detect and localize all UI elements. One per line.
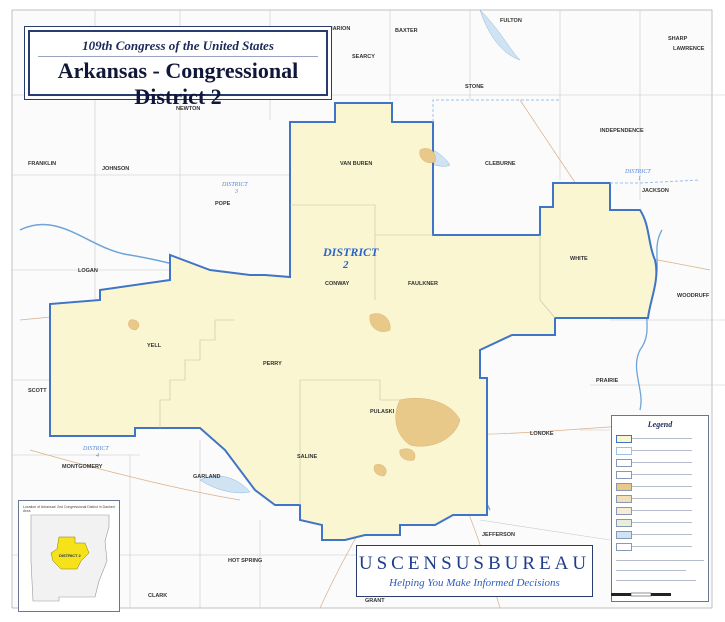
county-label-logan: LOGAN (78, 268, 98, 274)
county-label-garland: GARLAND (193, 474, 221, 480)
other-district-borders (432, 99, 701, 184)
county-label-baxter: BAXTER (395, 28, 418, 34)
district-3-name: DISTRICT (221, 182, 248, 188)
county-label-madison: MADISON (55, 94, 81, 100)
congress-title: 109th Congress of the United States (82, 38, 274, 53)
county-label-marion: MARION (328, 26, 350, 32)
county-label-yell: YELL (147, 343, 162, 349)
county-label-lawrence: LAWRENCE (673, 46, 705, 52)
census-logo-box: USCENSUSBUREAU Helping You Make Informed… (356, 545, 593, 597)
legend-row (616, 506, 704, 515)
legend-row (616, 470, 704, 479)
inset-district-label: DISTRICT 2 (59, 553, 82, 558)
inset-map: DISTRICT 2 (30, 514, 110, 602)
legend-row (616, 518, 704, 527)
legend-row (616, 530, 704, 539)
county-label-cleburne: CLEBURNE (485, 161, 516, 167)
county-label-franklin: FRANKLIN (28, 161, 56, 167)
county-label-van-buren: VAN BUREN (340, 161, 372, 167)
legend-row (616, 494, 704, 503)
county-label-clark: CLARK (148, 593, 167, 599)
county-label-grant: GRANT (365, 598, 385, 604)
county-label-pope: POPE (215, 201, 231, 207)
county-label-searcy: SEARCY (352, 54, 375, 60)
district-title: Arkansas - Congressional District 2 (57, 58, 299, 109)
county-label-faulkner: FAULKNER (408, 281, 438, 287)
census-tagline: Helping You Make Informed Decisions (389, 577, 560, 589)
legend-row (616, 482, 704, 491)
map-title-box: 109th Congress of the United States Arka… (28, 30, 328, 109)
legend-row (616, 458, 704, 467)
census-bureau-name: USCENSUSBUREAU (358, 553, 591, 574)
county-label-hot-spring: HOT SPRING (228, 558, 262, 564)
district-county-lines (159, 204, 556, 505)
legend-row (616, 542, 704, 551)
county-label-white: WHITE (570, 256, 588, 262)
county-label-lonoke: LONOKE (530, 431, 554, 437)
district-1-number: 1 (638, 176, 641, 182)
county-label-jackson: JACKSON (642, 188, 669, 194)
county-label-prairie: PRAIRIE (596, 378, 619, 384)
county-label-fulton: FULTON (500, 18, 522, 24)
county-label-montgomery: MONTGOMERY (62, 464, 103, 470)
county-label-jefferson: JEFFERSON (482, 532, 515, 538)
county-label-johnson: JOHNSON (102, 166, 129, 172)
legend-row (616, 556, 704, 564)
district-2-area (49, 102, 658, 541)
legend-row (616, 566, 704, 574)
legend-row (616, 446, 704, 455)
county-label-conway: CONWAY (325, 281, 350, 287)
county-label-scott: SCOTT (28, 388, 47, 394)
county-label-perry: PERRY (263, 361, 282, 367)
district-2-name: DISTRICT (322, 245, 379, 259)
county-label-woodruff: WOODRUFF (677, 293, 710, 299)
district-4-name: DISTRICT (82, 446, 109, 452)
county-label-saline: SALINE (297, 454, 318, 460)
district-1-name: DISTRICT (624, 169, 651, 175)
legend-title: Legend (647, 420, 673, 429)
district-3-number: 3 (234, 189, 238, 195)
inset-caption: Location of Arkansas' 2nd Congressional … (23, 505, 115, 513)
locator-inset: Location of Arkansas' 2nd Congressional … (18, 500, 120, 612)
county-label-stone: STONE (465, 84, 484, 90)
map-legend: Legend (611, 415, 709, 602)
district-2-number: 2 (342, 259, 349, 271)
legend-row (616, 576, 704, 584)
county-label-newton: NEWTON (176, 106, 200, 112)
urban-areas (128, 148, 461, 477)
county-label-pulaski: PULASKI (370, 409, 395, 415)
county-label-sharp: SHARP (668, 36, 688, 42)
title-divider (38, 56, 318, 57)
legend-row (616, 434, 704, 443)
county-label-independence: INDEPENDENCE (600, 128, 644, 134)
district-4-number: 4 (96, 452, 99, 459)
scale-bar (611, 592, 671, 597)
white-river (635, 229, 663, 411)
